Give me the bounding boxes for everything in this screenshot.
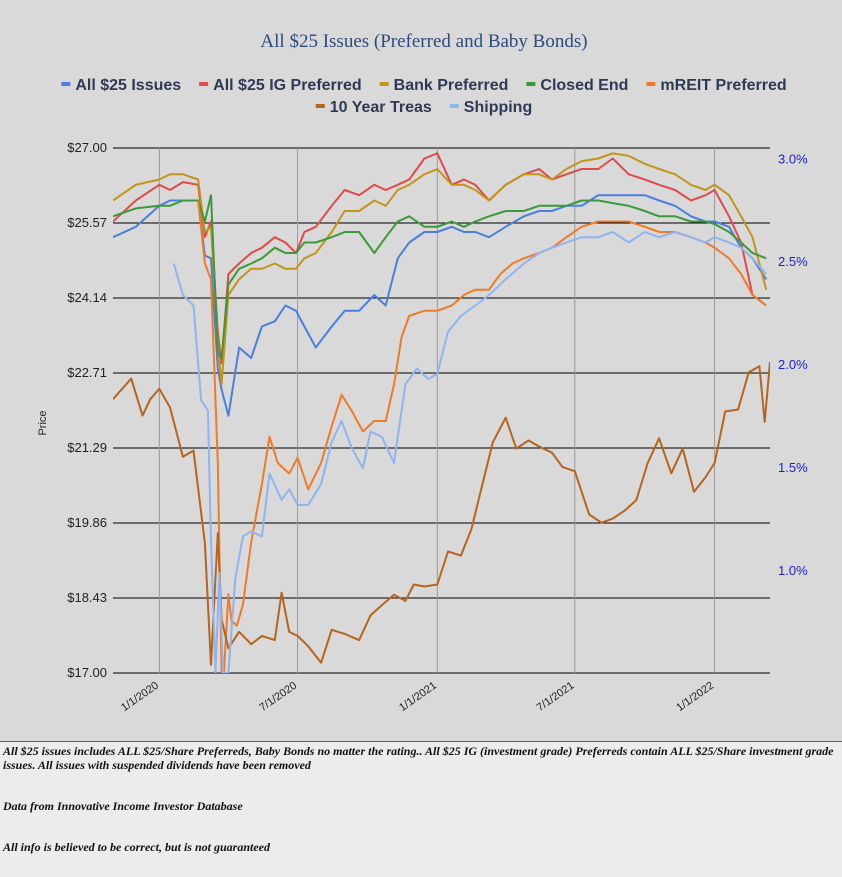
- legend-item: Closed End: [526, 77, 628, 94]
- y-axis-label: Price: [37, 410, 49, 435]
- legend-label: All $25 IG Preferred: [213, 77, 362, 94]
- y2-tick-label: 2.5%: [778, 254, 808, 269]
- y-tick-label: $19.86: [67, 515, 107, 530]
- footer-note-source: Data from Innovative Income Investor Dat…: [3, 799, 243, 813]
- legend-item: mREIT Preferred: [646, 77, 787, 94]
- line-chart: All $25 Issues (Preferred and Baby Bonds…: [37, 31, 809, 715]
- series-line-all-25-issues: [113, 194, 768, 417]
- legend-item: 10 Year Treas: [315, 99, 432, 116]
- y-tick-label: $27.00: [67, 140, 107, 155]
- series-line-all-25-ig-preferred: [113, 152, 767, 365]
- y-tick-label: $17.00: [67, 665, 107, 680]
- y-axis-left: $17.00 $18.43 $19.86 $21.29 $22.71 $24.14 $25.…: [67, 140, 107, 680]
- series-lines: [113, 152, 770, 673]
- legend-label: Bank Preferred: [394, 77, 509, 94]
- footer-note-coverage: All $25 issues includes ALL $25/Share Pr…: [3, 744, 834, 772]
- legend-label: 10 Year Treas: [330, 99, 432, 116]
- legend-item: Shipping: [449, 99, 532, 116]
- legend-item: Bank Preferred: [379, 77, 509, 94]
- y-tick-label: $22.71: [67, 365, 107, 380]
- series-line-bank-preferred: [113, 152, 768, 386]
- y-axis-right: 1.0% 1.5% 2.0% 2.5% 3.0%: [778, 151, 808, 578]
- y-tick-label: $18.43: [67, 590, 107, 605]
- legend-label: All $25 Issues: [75, 77, 181, 94]
- series-line-shipping: [172, 231, 767, 673]
- footer-notes: All $25 issues includes ALL $25/Share Pr…: [0, 741, 842, 877]
- y2-tick-label: 1.5%: [778, 460, 808, 475]
- legend-item: All $25 Issues: [61, 77, 181, 94]
- chart-area: All $25 Issues (Preferred and Baby Bonds…: [37, 31, 809, 715]
- series-line-mreit-preferred: [197, 200, 767, 673]
- y2-tick-label: 1.0%: [778, 563, 808, 578]
- y-tick-label: $21.29: [67, 440, 107, 455]
- legend-item: All $25 IG Preferred: [199, 77, 362, 94]
- y-tick-label: $24.14: [67, 290, 107, 305]
- chart-title: All $25 Issues (Preferred and Baby Bonds…: [260, 31, 587, 52]
- footer-note-disclaimer: All info is believed to be correct, but …: [3, 840, 270, 854]
- legend-label: mREIT Preferred: [660, 77, 786, 94]
- legend-label: Closed End: [540, 77, 628, 94]
- y-tick-label: $25.57: [67, 215, 107, 230]
- y2-tick-label: 2.0%: [778, 357, 808, 372]
- chart-legend: All $25 Issues All $25 IG Preferred Bank P…: [61, 77, 787, 116]
- series-line-10-year-treas: [113, 362, 770, 666]
- y2-tick-label: 3.0%: [778, 151, 808, 166]
- series-line-closed-end: [113, 194, 767, 359]
- legend-label: Shipping: [464, 99, 532, 116]
